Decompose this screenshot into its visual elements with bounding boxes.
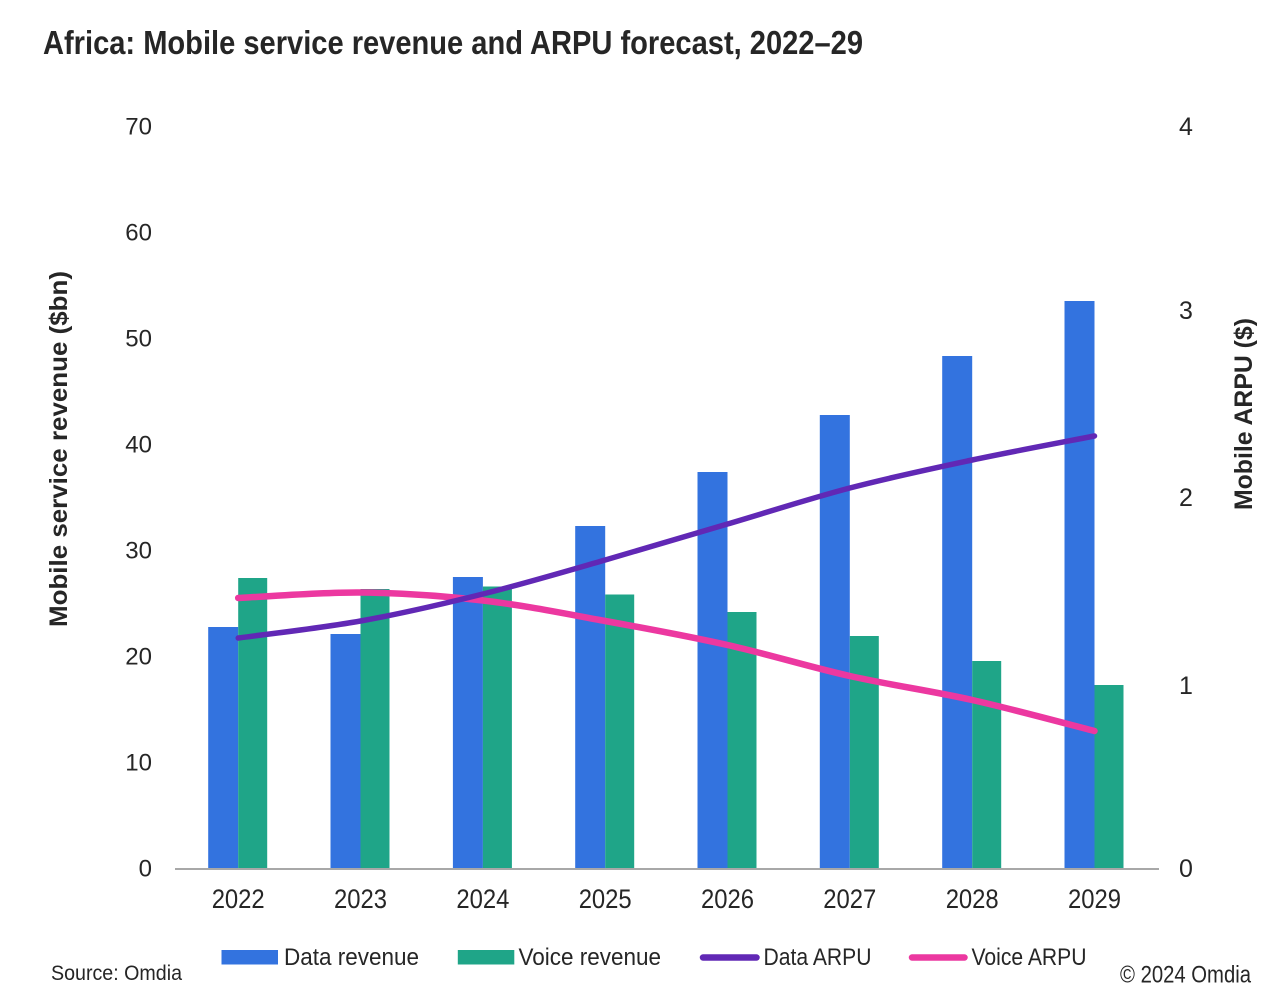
svg-text:2029: 2029 [1068, 884, 1121, 914]
svg-text:2022: 2022 [212, 884, 265, 914]
svg-text:4: 4 [1179, 113, 1193, 141]
svg-text:Mobile ARPU ($): Mobile ARPU ($) [1230, 318, 1258, 510]
svg-text:Africa: Mobile service revenue: Africa: Mobile service revenue and ARPU … [43, 24, 863, 61]
svg-text:2026: 2026 [701, 884, 754, 914]
svg-text:0: 0 [139, 856, 152, 883]
svg-text:Source: Omdia: Source: Omdia [51, 962, 182, 985]
svg-text:20: 20 [125, 644, 152, 671]
svg-text:0: 0 [1179, 855, 1193, 883]
svg-text:50: 50 [125, 326, 152, 353]
svg-text:Data revenue: Data revenue [284, 944, 419, 971]
svg-text:10: 10 [125, 750, 152, 777]
svg-text:1: 1 [1179, 672, 1193, 700]
svg-text:Voice revenue: Voice revenue [519, 944, 662, 971]
svg-text:70: 70 [125, 114, 152, 141]
svg-text:3: 3 [1179, 297, 1193, 325]
svg-text:2027: 2027 [823, 884, 876, 914]
svg-text:2028: 2028 [946, 884, 999, 914]
svg-text:© 2024 Omdia: © 2024 Omdia [1120, 962, 1252, 989]
svg-text:Mobile service revenue ($bn): Mobile service revenue ($bn) [45, 271, 73, 627]
svg-text:40: 40 [125, 432, 152, 459]
svg-text:60: 60 [125, 220, 152, 247]
svg-text:2: 2 [1179, 484, 1193, 512]
svg-text:2024: 2024 [456, 884, 509, 914]
svg-text:2023: 2023 [334, 884, 387, 914]
svg-text:2025: 2025 [579, 884, 632, 914]
svg-text:Data ARPU: Data ARPU [764, 944, 872, 971]
svg-text:30: 30 [125, 538, 152, 565]
svg-text:Voice ARPU: Voice ARPU [972, 944, 1087, 971]
